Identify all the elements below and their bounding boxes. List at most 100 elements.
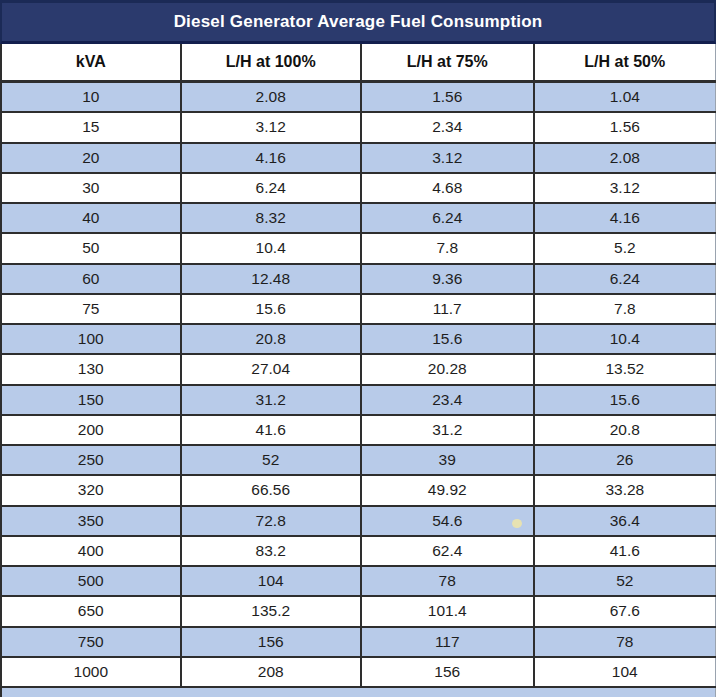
table-cell: 104 xyxy=(535,658,716,686)
table-cell: 62.4 xyxy=(362,537,535,565)
table-title: Diesel Generator Average Fuel Consumptio… xyxy=(0,0,716,44)
table-cell: 20.8 xyxy=(182,325,362,353)
table-cell: 4.16 xyxy=(535,204,716,232)
table-row: 20041.631.220.8 xyxy=(0,416,716,446)
table-cell: 36.4 xyxy=(535,507,716,535)
fuel-consumption-table: Diesel Generator Average Fuel Consumptio… xyxy=(0,0,716,697)
header-cell: L/H at 75% xyxy=(362,44,535,80)
table-cell: 400 xyxy=(2,537,182,565)
table-row: 102.081.561.04 xyxy=(0,83,716,113)
table-cell: 1.56 xyxy=(362,83,535,111)
table-cell: 23.4 xyxy=(362,386,535,414)
table-cell: 5.2 xyxy=(535,234,716,262)
table-cell: 1.04 xyxy=(535,83,716,111)
table-row: 40083.262.441.6 xyxy=(0,537,716,567)
table-cell: 2.08 xyxy=(182,83,362,111)
table-cell: 72.8 xyxy=(182,507,362,535)
table-cell: 31.2 xyxy=(362,416,535,444)
table-cell: 20 xyxy=(2,144,182,172)
table-cell: 100 xyxy=(2,325,182,353)
table-cell: 41.6 xyxy=(182,416,362,444)
partial-row-sliver xyxy=(0,688,716,697)
table-cell: 8.32 xyxy=(182,204,362,232)
table-cell: 49.92 xyxy=(362,476,535,504)
table-row: 250523926 xyxy=(0,446,716,476)
table-cell: 1.56 xyxy=(535,113,716,141)
table-cell: 3.12 xyxy=(362,144,535,172)
table-cell: 52 xyxy=(535,567,716,595)
table-cell: 156 xyxy=(182,628,362,656)
table-cell: 15 xyxy=(2,113,182,141)
table-cell: 10.4 xyxy=(182,234,362,262)
table-cell: 7.8 xyxy=(535,295,716,323)
table-cell: 11.7 xyxy=(362,295,535,323)
table-cell: 6.24 xyxy=(182,174,362,202)
table-cell: 200 xyxy=(2,416,182,444)
table-row: 5010.47.85.2 xyxy=(0,234,716,264)
table-body: 102.081.561.04153.122.341.56204.163.122.… xyxy=(0,83,716,688)
table-row: 6012.489.366.24 xyxy=(0,265,716,295)
table-row: 306.244.683.12 xyxy=(0,174,716,204)
table-cell: 130 xyxy=(2,355,182,383)
table-row: 153.122.341.56 xyxy=(0,113,716,143)
table-row: 13027.0420.2813.52 xyxy=(0,355,716,385)
table-cell: 39 xyxy=(362,446,535,474)
table-cell: 101.4 xyxy=(362,597,535,625)
table-cell: 26 xyxy=(535,446,716,474)
table-cell: 117 xyxy=(362,628,535,656)
table-cell: 20.28 xyxy=(362,355,535,383)
table-cell: 104 xyxy=(182,567,362,595)
header-cell: kVA xyxy=(2,44,182,80)
table-cell: 3.12 xyxy=(182,113,362,141)
table-cell: 10.4 xyxy=(535,325,716,353)
table-row: 204.163.122.08 xyxy=(0,144,716,174)
table-cell: 500 xyxy=(2,567,182,595)
table-cell: 15.6 xyxy=(362,325,535,353)
table-row: 5001047852 xyxy=(0,567,716,597)
table-cell: 208 xyxy=(182,658,362,686)
table-cell: 13.52 xyxy=(535,355,716,383)
table-cell: 6.24 xyxy=(362,204,535,232)
table-row: 650135.2101.467.6 xyxy=(0,597,716,627)
table-row: 75015611778 xyxy=(0,628,716,658)
table-cell: 7.8 xyxy=(362,234,535,262)
table-cell: 40 xyxy=(2,204,182,232)
header-cell: L/H at 50% xyxy=(535,44,716,80)
table-cell: 2.34 xyxy=(362,113,535,141)
table-row: 15031.223.415.6 xyxy=(0,386,716,416)
table-cell: 78 xyxy=(535,628,716,656)
table-row: 32066.5649.9233.28 xyxy=(0,476,716,506)
header-cell: L/H at 100% xyxy=(182,44,362,80)
table-row: 408.326.244.16 xyxy=(0,204,716,234)
table-row: 10020.815.610.4 xyxy=(0,325,716,355)
table-header: kVAL/H at 100%L/H at 75%L/H at 50% xyxy=(0,44,716,83)
table-cell: 6.24 xyxy=(535,265,716,293)
table-cell: 1000 xyxy=(2,658,182,686)
table-cell: 4.68 xyxy=(362,174,535,202)
table-cell: 135.2 xyxy=(182,597,362,625)
table-cell: 83.2 xyxy=(182,537,362,565)
table-cell: 27.04 xyxy=(182,355,362,383)
table-cell: 320 xyxy=(2,476,182,504)
table-cell: 52 xyxy=(182,446,362,474)
table-cell: 10 xyxy=(2,83,182,111)
table-cell: 350 xyxy=(2,507,182,535)
table-row: 1000208156104 xyxy=(0,658,716,688)
fuel-consumption-page: Diesel Generator Average Fuel Consumptio… xyxy=(0,0,720,697)
table-cell: 78 xyxy=(362,567,535,595)
table-cell: 60 xyxy=(2,265,182,293)
table-cell: 15.6 xyxy=(182,295,362,323)
table-cell: 156 xyxy=(362,658,535,686)
table-cell: 150 xyxy=(2,386,182,414)
table-cell: 15.6 xyxy=(535,386,716,414)
table-cell: 75 xyxy=(2,295,182,323)
table-cell: 50 xyxy=(2,234,182,262)
table-cell: 30 xyxy=(2,174,182,202)
table-cell: 33.28 xyxy=(535,476,716,504)
table-cell: 2.08 xyxy=(535,144,716,172)
table-cell: 250 xyxy=(2,446,182,474)
table-cell: 31.2 xyxy=(182,386,362,414)
table-cell: 20.8 xyxy=(535,416,716,444)
artifact-dot xyxy=(512,519,522,528)
table-cell: 3.12 xyxy=(535,174,716,202)
